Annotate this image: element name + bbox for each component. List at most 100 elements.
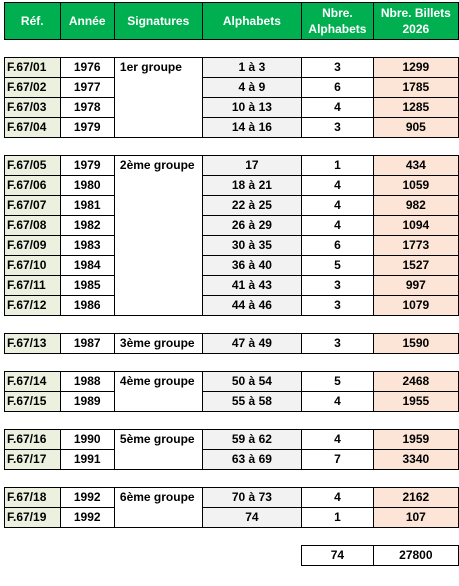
alphabets-cell: 17: [201, 155, 303, 176]
table-row: F.67/18 1992 6ème groupe 70 à 73 4 2162: [4, 487, 459, 508]
nb-billets-cell: 905: [372, 117, 459, 138]
alphabets-cell: 59 à 62: [201, 429, 303, 450]
table-row: F.67/19 1992 74 1 107: [4, 507, 459, 528]
alphabets-cell: 10 à 13: [201, 97, 303, 118]
header-year: Année: [59, 2, 115, 40]
nb-alphabets-cell: 1: [301, 507, 374, 528]
table-row: F.67/15 1989 55 à 58 4 1955: [4, 391, 459, 412]
alphabets-cell: 70 à 73: [201, 487, 303, 508]
signature-cell: 5ème groupe: [113, 429, 203, 450]
ref-cell: F.67/12: [4, 295, 61, 316]
nb-billets-cell: 997: [372, 275, 459, 296]
year-cell: 1976: [59, 57, 115, 78]
nb-billets-cell: 1299: [372, 57, 459, 78]
alphabets-cell: 1 à 3: [201, 57, 303, 78]
table-row: F.67/03 1978 10 à 13 4 1285: [4, 97, 459, 118]
nb-alphabets-cell: 1: [301, 155, 374, 176]
header-nb-billets: Nbre. Billets 2026: [372, 2, 459, 40]
table-row: F.67/07 1981 22 à 25 4 982: [4, 195, 459, 216]
signature-cell: [113, 507, 203, 528]
table-row: F.67/01 1976 1er groupe 1 à 3 3 1299: [4, 57, 459, 78]
nb-alphabets-cell: 3: [301, 57, 374, 78]
signature-cell: [113, 97, 203, 118]
nb-alphabets-cell: 4: [301, 195, 374, 216]
year-cell: 1979: [59, 155, 115, 176]
signature-cell: [113, 275, 203, 296]
ref-cell: F.67/17: [4, 449, 61, 470]
alphabets-cell: 22 à 25: [201, 195, 303, 216]
nb-alphabets-cell: 3: [301, 117, 374, 138]
alphabets-cell: 55 à 58: [201, 391, 303, 412]
signature-cell: [113, 215, 203, 236]
year-cell: 1979: [59, 117, 115, 138]
alphabets-cell: 4 à 9: [201, 77, 303, 98]
nb-alphabets-cell: 6: [301, 235, 374, 256]
year-cell: 1981: [59, 195, 115, 216]
year-cell: 1989: [59, 391, 115, 412]
nb-alphabets-cell: 4: [301, 175, 374, 196]
table-row: F.67/08 1982 26 à 29 4 1094: [4, 215, 459, 236]
alphabets-cell: 63 à 69: [201, 449, 303, 470]
spacer-row: [5, 40, 459, 58]
spacer-row: [5, 470, 459, 488]
total-nb-billets: 27800: [372, 545, 459, 566]
signature-cell: 2ème groupe: [113, 155, 203, 176]
spacer-row: [5, 316, 459, 334]
table-row: F.67/12 1986 44 à 46 3 1079: [4, 295, 459, 316]
year-cell: 1980: [59, 175, 115, 196]
signature-cell: [113, 391, 203, 412]
table-row: F.67/11 1985 41 à 43 3 997: [4, 275, 459, 296]
ref-cell: F.67/10: [4, 255, 61, 276]
nb-billets-cell: 3340: [372, 449, 459, 470]
spacer-row: [5, 528, 459, 546]
ref-cell: F.67/03: [4, 97, 61, 118]
signature-cell: [113, 175, 203, 196]
nb-billets-cell: 1527: [372, 255, 459, 276]
ref-cell: F.67/11: [4, 275, 61, 296]
signature-cell: [113, 449, 203, 470]
year-cell: 1992: [59, 507, 115, 528]
alphabets-cell: 44 à 46: [201, 295, 303, 316]
nb-billets-cell: 107: [372, 507, 459, 528]
billets-table: Réf. Année Signatures Alphabets Nbre. Alphab…: [4, 2, 459, 566]
year-cell: 1984: [59, 255, 115, 276]
alphabets-cell: 36 à 40: [201, 255, 303, 276]
nb-alphabets-cell: 4: [301, 215, 374, 236]
ref-cell: F.67/09: [4, 235, 61, 256]
signature-cell: [113, 255, 203, 276]
ref-cell: F.67/02: [4, 77, 61, 98]
signature-cell: [113, 295, 203, 316]
signature-cell: 1er groupe: [113, 57, 203, 78]
alphabets-cell: 14 à 16: [201, 117, 303, 138]
nb-billets-cell: 1059: [372, 175, 459, 196]
alphabets-cell: 50 à 54: [201, 371, 303, 392]
signature-cell: 3ème groupe: [113, 333, 203, 354]
table-row: F.67/17 1991 63 à 69 7 3340: [4, 449, 459, 470]
year-cell: 1983: [59, 235, 115, 256]
alphabets-cell: 18 à 21: [201, 175, 303, 196]
ref-cell: F.67/13: [4, 333, 61, 354]
signature-cell: 6ème groupe: [113, 487, 203, 508]
nb-billets-cell: 1959: [372, 429, 459, 450]
ref-cell: F.67/01: [4, 57, 61, 78]
nb-alphabets-cell: 5: [301, 255, 374, 276]
nb-alphabets-cell: 3: [301, 295, 374, 316]
table-row: F.67/10 1984 36 à 40 5 1527: [4, 255, 459, 276]
spacer-row: [5, 138, 459, 156]
nb-billets-cell: 1094: [372, 215, 459, 236]
nb-billets-cell: 434: [372, 155, 459, 176]
alphabets-cell: 74: [201, 507, 303, 528]
header-alphabets: Alphabets: [201, 2, 303, 40]
table-row: F.67/09 1983 30 à 35 6 1773: [4, 235, 459, 256]
year-cell: 1990: [59, 429, 115, 450]
ref-cell: F.67/15: [4, 391, 61, 412]
header-ref: Réf.: [4, 2, 61, 40]
signature-cell: [113, 235, 203, 256]
ref-cell: F.67/05: [4, 155, 61, 176]
nb-billets-cell: 1955: [372, 391, 459, 412]
signature-cell: [113, 117, 203, 138]
signature-cell: 4ème groupe: [113, 371, 203, 392]
year-cell: 1985: [59, 275, 115, 296]
ref-cell: F.67/19: [4, 507, 61, 528]
year-cell: 1992: [59, 487, 115, 508]
